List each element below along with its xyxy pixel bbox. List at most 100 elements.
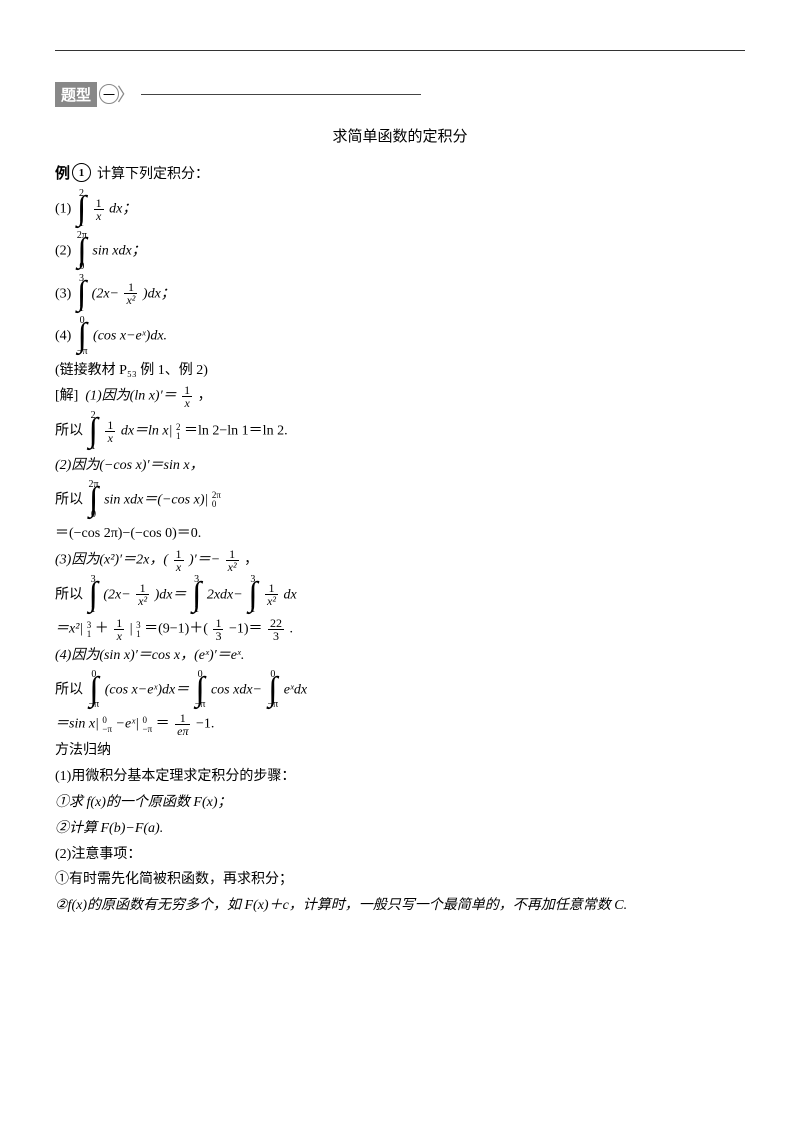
eval-bounds: 2π 0 [212,491,221,509]
integral-icon: 2π ∫ 0 [77,231,87,271]
frac-num: 1 [182,384,192,396]
frac-den: x² [265,595,278,607]
sol-3a-end: ， [244,552,258,567]
frac-den: x [182,397,191,409]
sol-2a: (2)因为(−cos x)′＝sin x， [55,454,745,478]
int-lower: −π [77,347,88,357]
eval-bounds: 3 1 [136,621,141,639]
badge-tixing: 题型 [55,82,97,107]
sol-3c: ＝x²| 3 1 ＋ 1 x | 3 1 ＝(9−1)＋( 1 3 −1)＝ [55,617,745,642]
sol-3a-pre: (3)因为(x²)′＝2x，( [55,552,168,567]
int-lower: 1 [91,605,96,615]
method-2a: ①有时需先化简被积函数，再求积分； [55,868,745,892]
int-symbol: ∫ [77,241,86,261]
frac-den: x [106,432,115,444]
example-header: 例 1 计算下列定积分： [55,162,745,183]
frac-num: 1 [213,617,223,629]
int-lower: 1 [79,219,84,229]
sol-4b: 所以 0 ∫ −π (cos x−eˣ)dx＝ 0 ∫ −π cos xdx− … [55,670,745,710]
fraction: 1 x² [265,582,278,607]
int-symbol: ∫ [195,680,204,700]
sol-3b-end: dx [283,587,296,602]
method-1a: ①求 f(x)的一个原函数 F(x)； [55,791,745,815]
sol-3b-mid1: (2x− [103,587,130,602]
sol-3a: (3)因为(x²)′＝2x，( 1 x )′＝− 1 x² ， [55,548,745,573]
sol-3c-mid3: ＝(9−1)＋( [144,622,208,637]
example-label: 例 [55,162,70,183]
integral-icon: 3 ∫ 1 [89,575,98,615]
int-lower: −π [195,700,206,710]
bound-bot: −π [102,725,112,734]
int-lower: 1 [250,605,255,615]
frac-den: 3 [213,630,223,642]
fraction: 1 x [182,384,192,409]
sol-4b-pre: 所以 [55,682,83,697]
example-prompt: 计算下列定积分： [97,163,209,183]
integral-icon: 0 ∫ −π [89,670,100,710]
item-2-pre: (2) [55,244,71,259]
integral-icon: 0 ∫ −π [77,316,88,356]
integral-icon: 2 ∫ 1 [89,411,98,451]
integral-icon: 0 ∫ −π [267,670,278,710]
method-2b: ②f(x)的原函数有无穷多个，如 F(x)＋c，计算时，一般只写一个最简单的，不… [55,894,745,918]
sol-4c-mid2: ＝ [156,717,170,732]
content-body: (1) 2 ∫ 1 1 x dx； (2) 2π ∫ 0 sin xdx； [55,189,745,918]
item-4: (4) 0 ∫ −π (cos x−eˣ)dx. [55,316,745,356]
sol-3a-mid: )′＝− [189,552,220,567]
page: 题型 一 〉 求简单函数的定积分 例 1 计算下列定积分： (1) 2 ∫ 1 … [0,0,800,1132]
int-symbol: ∫ [77,284,86,304]
int-lower: −π [89,700,100,710]
frac-den: eπ [175,725,190,737]
sol-4c-mid1: −eˣ| [116,717,139,732]
sol-1b-end: ＝ln 2−ln 1＝ln 2. [184,424,288,439]
integral-icon: 3 ∫ 1 [77,274,86,314]
method-1b: ②计算 F(b)−F(a). [55,817,745,841]
item-2-post: sin xdx； [92,244,145,259]
section-header: 题型 一 〉 [55,81,745,107]
int-symbol: ∫ [248,585,257,605]
top-border [55,50,745,51]
fraction: 1 eπ [175,712,190,737]
section-title: 求简单函数的定积分 [55,125,745,146]
eval-bounds: 2 1 [176,423,181,441]
item-2: (2) 2π ∫ 0 sin xdx； [55,231,745,271]
sol-3c-mid2: | [130,622,133,637]
int-lower: 1 [79,304,84,314]
frac-den: x² [226,561,239,573]
sol-3b: 所以 3 ∫ 1 (2x− 1 x² )dx＝ 3 ∫ 1 2xdx− 3 ∫ [55,575,745,615]
int-symbol: ∫ [268,680,277,700]
integral-icon: 2 ∫ 1 [77,189,86,229]
sol-3c-mid1: ＋ [95,622,109,637]
int-lower: 0 [91,510,96,520]
item-3-post: )dx； [143,286,175,301]
sol-3c-mid4: −1)＝ [229,622,263,637]
sol-1b: 所以 2 ∫ 1 1 x dx＝ln x| 2 1 ＝ln 2−ln 1＝ln … [55,411,745,451]
sol-2c: ＝(−cos 2π)−(−cos 0)＝0. [55,522,745,546]
sol-1a-end: ， [198,389,212,404]
frac-num: 1 [138,582,148,594]
integral-icon: 3 ∫ 1 [248,575,257,615]
sol-4c: ＝sin x| 0 −π −eˣ| 0 −π ＝ 1 eπ −1. [55,712,745,737]
bound-bot: 0 [212,500,217,509]
fraction: 1 3 [213,617,223,642]
bound-bot: 1 [136,630,141,639]
item-4-post: (cos x−eˣ)dx. [93,329,167,344]
fraction: 1 x² [226,548,239,573]
fraction: 1 x [105,419,115,444]
sol-3b-mid2: )dx＝ [155,587,187,602]
sol-4c-end: −1. [196,717,214,732]
int-symbol: ∫ [77,199,86,219]
integral-icon: 0 ∫ −π [195,670,206,710]
sol-3b-pre: 所以 [55,587,83,602]
frac-den: 3 [271,630,281,642]
sol-4c-pre: ＝sin x| [55,717,99,732]
bound-bot: −π [143,725,153,734]
bound-bot: 1 [176,432,181,441]
sol-2b: 所以 2π ∫ 0 sin xdx＝(−cos x)| 2π 0 [55,480,745,520]
int-symbol: ∫ [89,421,98,441]
frac-num: 1 [114,617,124,629]
int-lower: 1 [91,442,96,452]
frac-num: 1 [94,197,104,209]
arrow-icon: 〉 [117,81,135,107]
fraction: 1 x² [124,281,137,306]
